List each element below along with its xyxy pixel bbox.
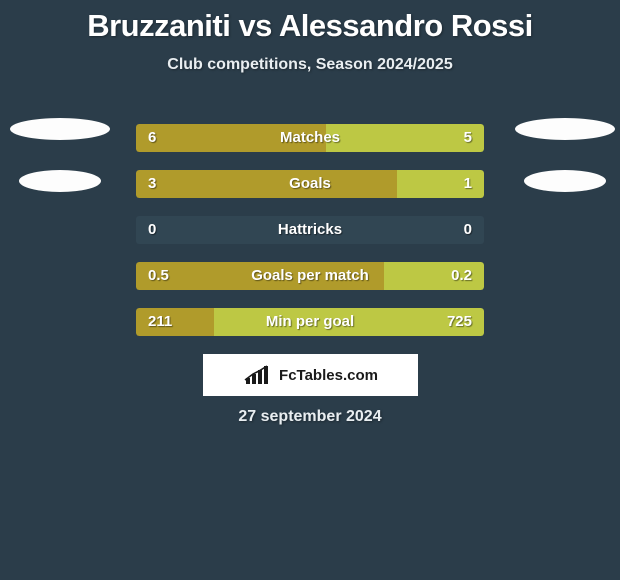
stat-value-left: 211 [148, 308, 172, 336]
stat-value-right: 725 [447, 308, 472, 336]
avatar-right [511, 115, 619, 205]
stat-label: Min per goal [136, 308, 484, 336]
avatar-left [6, 115, 114, 205]
stat-label: Goals per match [136, 262, 484, 290]
stat-label: Matches [136, 124, 484, 152]
silhouette-icon [511, 115, 619, 205]
page-subtitle: Club competitions, Season 2024/2025 [0, 56, 620, 74]
stat-value-left: 0 [148, 216, 156, 244]
stat-row: Min per goal211 725 [136, 308, 484, 336]
stat-value-left: 3 [148, 170, 156, 198]
stat-rows: Matches6 5 Goals3 1 Hattricks0 0 Goals per mat… [136, 124, 484, 354]
stat-value-right: 0.2 [451, 262, 472, 290]
brand-logo-text: FcTables.com [279, 367, 378, 384]
stat-value-right: 0 [464, 216, 472, 244]
date-caption: 27 september 2024 [0, 408, 620, 426]
stat-row: Matches6 5 [136, 124, 484, 152]
stat-value-right: 5 [464, 124, 472, 152]
stat-label: Goals [136, 170, 484, 198]
brand-logo: FcTables.com [203, 354, 418, 396]
silhouette-icon [6, 115, 114, 205]
stat-row: Hattricks0 0 [136, 216, 484, 244]
stat-row: Goals3 1 [136, 170, 484, 198]
bars-icon [243, 364, 273, 386]
stat-value-left: 6 [148, 124, 156, 152]
stat-value-right: 1 [464, 170, 472, 198]
stat-value-left: 0.5 [148, 262, 169, 290]
stat-row: Goals per match0.5 0.2 [136, 262, 484, 290]
page-title: Bruzzaniti vs Alessandro Rossi [0, 0, 620, 44]
stat-label: Hattricks [136, 216, 484, 244]
